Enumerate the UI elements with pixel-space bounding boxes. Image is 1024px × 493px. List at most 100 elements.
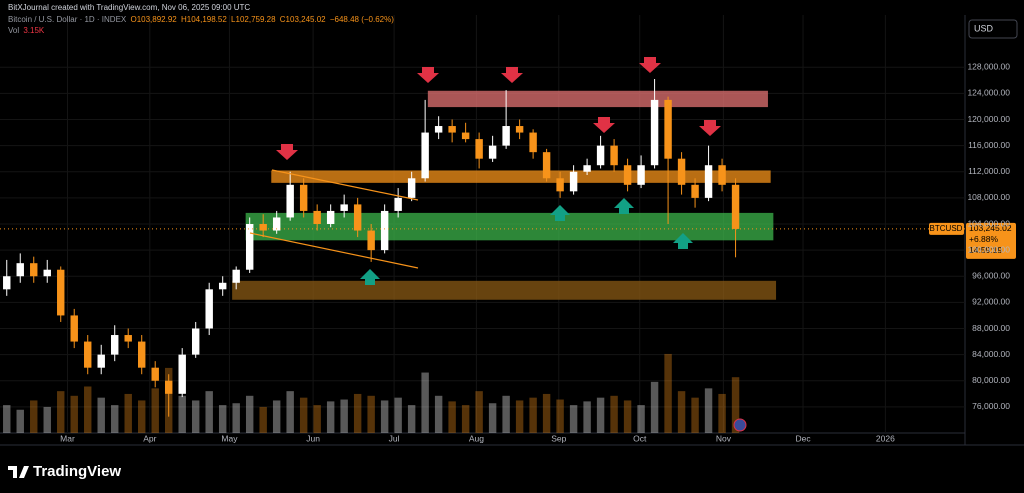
change: +6.88% — [969, 234, 999, 244]
volume-bar — [610, 395, 618, 433]
x-tick-label: Jul — [389, 433, 400, 443]
volume-bar — [367, 395, 375, 433]
volume-bar — [245, 395, 254, 433]
candle-body — [596, 145, 605, 166]
x-tick-label: Nov — [716, 433, 732, 443]
candle-body — [394, 197, 402, 211]
y-tick-label: 120,000.00 — [967, 114, 1010, 124]
volume-bar — [205, 391, 213, 433]
candle-body — [43, 269, 51, 277]
volume-bar — [421, 372, 429, 433]
candle-body — [650, 99, 659, 166]
volume-bar — [272, 400, 281, 433]
candle-body — [313, 210, 321, 224]
currency-box[interactable] — [968, 19, 1018, 39]
volume-bar — [353, 393, 362, 433]
volume-bar — [111, 405, 119, 433]
down-arrow — [699, 120, 721, 136]
volume-bar — [637, 405, 645, 433]
volume-bar — [340, 399, 348, 433]
candle-body — [57, 269, 65, 316]
volume-bar — [461, 405, 470, 433]
x-tick-label: Dec — [795, 433, 811, 443]
volume-bar — [286, 391, 294, 433]
x-tick-label: Apr — [143, 433, 156, 443]
volume-bar — [556, 399, 564, 433]
volume-bar — [232, 403, 240, 433]
volume-bar — [97, 397, 105, 433]
volume-bar — [596, 397, 605, 433]
zone — [271, 170, 771, 183]
up-arrow — [673, 233, 693, 249]
volume-bar — [394, 397, 402, 433]
credit: BitXJournal created with TradingView.com… — [8, 3, 252, 12]
candle-body — [434, 126, 443, 133]
candle-body — [97, 354, 105, 368]
candle-body — [70, 315, 78, 342]
zone — [427, 90, 768, 108]
currency: USD — [974, 23, 994, 33]
volume-bar — [502, 395, 510, 433]
candle-body — [556, 178, 564, 192]
candle-body — [205, 289, 213, 329]
candle-body — [461, 132, 470, 140]
price: 103,245.02 — [969, 223, 1012, 233]
volume-bar — [677, 391, 686, 433]
volume-bar — [407, 405, 416, 433]
ticker: BTCUSD — [930, 224, 963, 233]
candle-body — [691, 184, 699, 198]
volume-bar — [43, 406, 51, 433]
volume-bar — [623, 400, 632, 433]
candle-body — [731, 184, 740, 229]
volume-legend: Vol 3.15K — [8, 26, 46, 35]
volume-bar — [124, 393, 132, 433]
volume-bar — [178, 395, 186, 433]
candle-body — [178, 354, 186, 394]
x-tick-label: Jun — [306, 433, 320, 443]
y-tick-label: 112,000.00 — [968, 166, 1010, 176]
down-arrow — [501, 67, 523, 83]
candle-body — [232, 269, 240, 283]
y-tick-label: 116,000.00 — [968, 140, 1010, 150]
event-icon[interactable] — [733, 418, 747, 432]
candle-body — [151, 367, 159, 381]
y-tick-label: 84,000.00 — [972, 349, 1010, 359]
candle-body — [3, 276, 11, 290]
volume-bar — [151, 388, 159, 433]
volume-bar — [448, 401, 456, 433]
x-tick-label: Sep — [551, 433, 566, 443]
y-tick-label: 76,000.00 — [972, 401, 1010, 411]
candle-body — [138, 341, 146, 368]
volume-bar — [529, 397, 537, 433]
x-tick-label: Mar — [60, 433, 75, 443]
brand: TradingView — [33, 463, 121, 480]
candle-body — [259, 224, 267, 231]
candle-body — [718, 165, 726, 185]
down-arrow — [417, 67, 439, 83]
countdown: 14:59:19 — [969, 245, 1002, 255]
candle-body — [367, 230, 375, 251]
candle-body — [488, 145, 497, 159]
volume-bar — [704, 388, 713, 433]
candle-body — [299, 184, 308, 211]
y-tick-label: 92,000.00 — [972, 297, 1010, 307]
volume-bar — [138, 400, 146, 433]
volume-bar — [313, 405, 321, 433]
down-arrow — [276, 144, 298, 160]
zone — [232, 280, 777, 300]
candle-body — [407, 178, 416, 198]
candle-body — [340, 204, 348, 211]
arrows — [276, 57, 721, 285]
candle-body — [502, 126, 510, 146]
volume-bar — [259, 406, 267, 433]
candle-body — [16, 263, 24, 277]
trend-line — [271, 169, 419, 201]
candle-body — [111, 335, 119, 355]
up-arrow — [360, 269, 380, 285]
y-tick-label: 80,000.00 — [972, 375, 1010, 385]
candle-body — [475, 139, 483, 159]
candle-body — [164, 380, 173, 394]
candle-body — [542, 152, 551, 179]
candle-body — [326, 210, 335, 224]
